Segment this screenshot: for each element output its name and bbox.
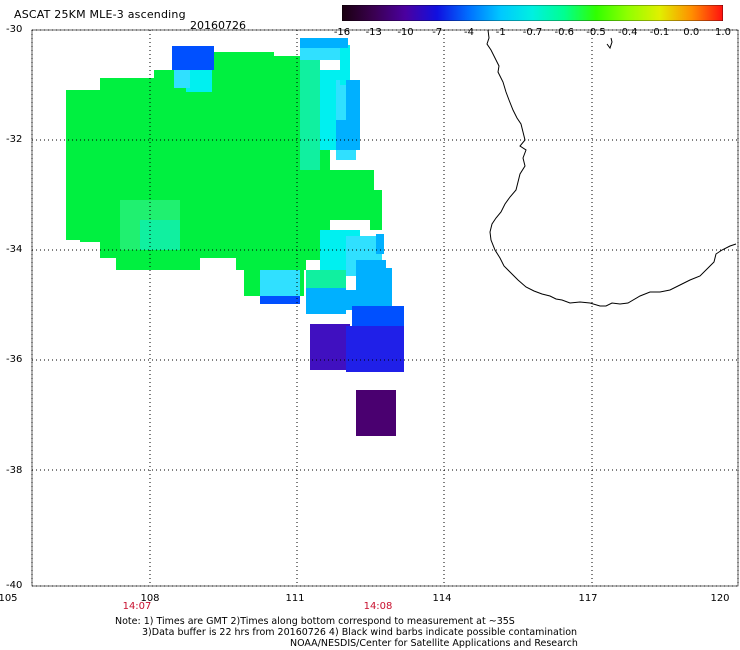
note-line-1: Note: 1) Times are GMT 2)Times along bot… [115,616,515,627]
map-date: 20160726 [190,19,246,32]
lat-label-40: -40 [6,580,23,591]
lon-label-114: 114 [432,593,452,604]
lon-label-120: 120 [710,593,730,604]
lat-label-30: -30 [6,24,23,35]
lon-label-111: 111 [285,593,305,604]
swath-cell [306,288,346,314]
colorbar-tick: -16 [333,27,351,38]
coastline [486,29,737,307]
swath-cell [306,270,346,288]
swath-cell [260,56,300,86]
colorbar-tick: -10 [397,27,414,38]
swath-cell [300,38,348,48]
note-line-2: 3)Data buffer is 22 hrs from 20160726 4)… [142,627,578,638]
lat-label-32: -32 [6,134,23,145]
swath-cell [340,45,350,85]
swath-cell [384,268,392,308]
colorbar-tick: -7 [432,27,443,38]
map-frame [31,29,739,587]
swath-cell [66,150,106,240]
coastline-island [606,37,613,50]
swath-cell [356,260,386,290]
colorbar-tick: 1.0 [715,27,731,38]
note-line-3: NOAA/NESDIS/Center for Satellite Applica… [290,638,578,649]
swath-cell [186,68,212,92]
swath-cell [330,170,374,220]
swath-cell [300,60,320,120]
swath-cell [310,324,350,370]
time-label-1407: 14:07 [122,601,152,612]
lat-label-34: -34 [6,244,23,255]
swath-cell [260,296,300,304]
swath-cell [300,110,320,170]
lat-label-38: -38 [6,465,23,476]
time-label-1408: 14:08 [363,601,393,612]
swath-cell [172,46,214,70]
colorbar-tick: -13 [365,27,382,38]
wind-swath [66,38,404,436]
swath-cell [140,220,180,250]
colorbar-tick: -4 [464,27,474,38]
lon-label-117: 117 [578,593,598,604]
lon-label-105: 105 [0,593,18,604]
colorbar-tick: -1 [495,27,506,38]
colorbar-tick: -0.7 [522,27,543,38]
colorbar-tick: -0.5 [586,27,606,38]
swath-cell [346,290,386,310]
swath-cell [346,326,404,372]
lon-label-108: 108 [140,593,160,604]
swath-cell [116,256,200,270]
swath-cell [336,120,356,150]
colorbar-tick: -0.6 [554,27,574,38]
colorbar-tick: -0.1 [649,27,670,38]
colorbar-tick: -0.4 [617,27,638,38]
swath-cell [356,390,396,436]
lat-label-36: -36 [6,354,23,365]
swath-cell [386,306,404,326]
swath-cell [260,270,300,298]
swath-cell [320,70,340,150]
swath-cell [66,90,102,150]
map-title: ASCAT 25KM MLE-3 ascending [14,8,186,21]
colorbar-tick: 0.0 [683,27,700,38]
swath-cell [376,234,384,254]
swath-cell [370,190,382,230]
swath-cell [174,70,190,88]
